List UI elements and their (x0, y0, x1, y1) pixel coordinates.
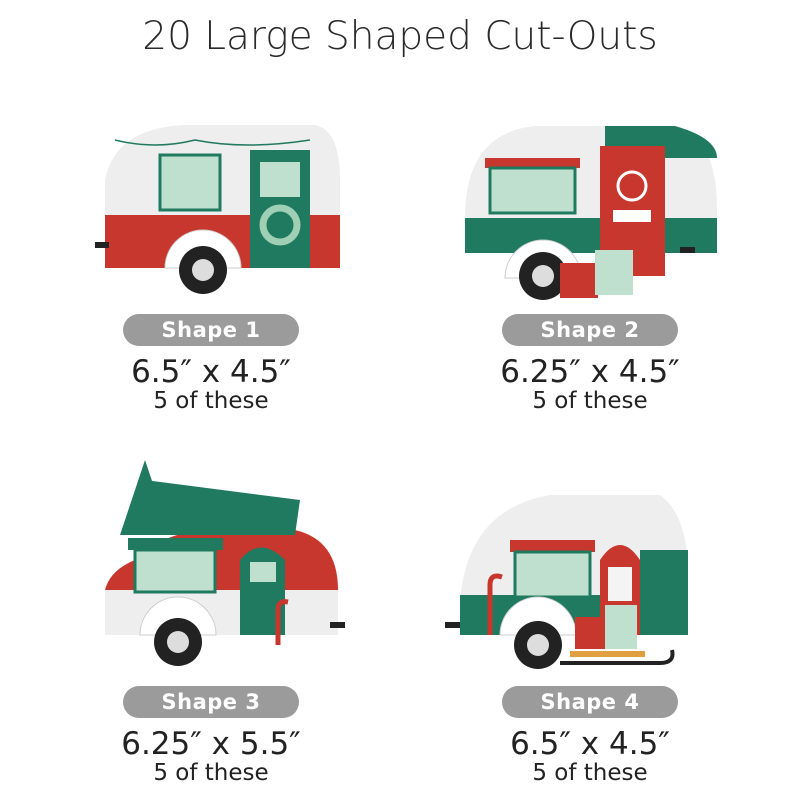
shape-4-label: Shape 4 (502, 686, 678, 718)
shape-2-count: 5 of these (532, 388, 648, 414)
camper-illustration-shape-1 (95, 125, 340, 294)
page-title: 20 Large Shaped Cut-Outs (142, 14, 658, 59)
shape-4-size: 6.5″ x 4.5″ (510, 726, 670, 762)
shape-1-size: 6.5″ x 4.5″ (131, 354, 291, 390)
shape-1-label: Shape 1 (123, 314, 299, 346)
camper-illustration-shape-2 (465, 126, 717, 300)
shape-3-size: 6.25″ x 5.5″ (121, 726, 301, 762)
camper-illustration-shape-4 (445, 495, 688, 669)
shape-4-count: 5 of these (532, 760, 648, 786)
shape-3-label: Shape 3 (123, 686, 299, 718)
shape-2-label: Shape 2 (502, 314, 678, 346)
shape-1-count: 5 of these (153, 388, 269, 414)
shape-3-count: 5 of these (153, 760, 269, 786)
camper-illustration-shape-3 (105, 460, 345, 666)
shape-2-size: 6.25″ x 4.5″ (500, 354, 680, 390)
